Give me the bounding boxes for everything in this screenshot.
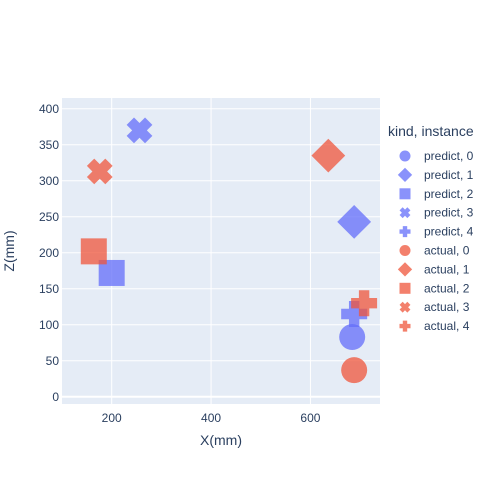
legend-label: predict, 0 <box>424 149 474 163</box>
legend-item[interactable]: actual, 2 <box>399 281 470 295</box>
legend-item[interactable]: predict, 4 <box>399 225 474 239</box>
legend-marker <box>397 262 413 277</box>
legend-item[interactable]: predict, 0 <box>399 149 474 163</box>
legend-label: actual, 3 <box>424 300 470 314</box>
point-predict-x <box>126 117 153 144</box>
legend: kind, instance predict, 0 predict, 1 predi… <box>388 123 474 333</box>
legend-marker <box>399 301 411 313</box>
legend-label: predict, 4 <box>424 225 474 239</box>
x-tick-label: 600 <box>300 411 320 425</box>
point-predict-cross <box>341 301 368 327</box>
point-predict-diamond <box>337 204 372 239</box>
legend-item[interactable]: predict, 2 <box>399 187 474 201</box>
x-axis-title: X(mm) <box>200 432 242 448</box>
point-actual-x <box>86 158 113 185</box>
legend-item[interactable]: predict, 1 <box>397 167 474 183</box>
legend-marker <box>399 282 411 294</box>
legend-label: actual, 1 <box>424 262 470 276</box>
legend-label: predict, 1 <box>424 168 474 182</box>
legend-marker <box>399 226 411 238</box>
legend-marker <box>399 320 411 332</box>
legend-label: predict, 3 <box>424 206 474 220</box>
legend-label: actual, 4 <box>424 319 470 333</box>
y-tick-label: 100 <box>39 318 59 332</box>
legend-label: actual, 0 <box>424 244 470 258</box>
legend-marker <box>399 150 411 162</box>
y-tick-label: 400 <box>39 102 59 116</box>
legend-marker <box>399 245 411 256</box>
point-actual-cross <box>351 290 378 317</box>
x-tick-label: 400 <box>201 411 221 425</box>
y-tick-label: 150 <box>39 282 59 296</box>
y-tick-label: 300 <box>39 174 59 188</box>
legend-title: kind, instance <box>388 123 474 139</box>
y-axis-title: Z(mm) <box>1 230 17 271</box>
legend-marker <box>399 188 411 200</box>
point-actual-diamond <box>311 138 346 173</box>
legend-item[interactable]: actual, 3 <box>399 300 470 314</box>
point-actual-square <box>80 238 107 265</box>
y-tick-label: 50 <box>46 354 60 368</box>
legend-item[interactable]: actual, 4 <box>399 319 470 333</box>
legend-item[interactable]: actual, 1 <box>397 262 470 277</box>
point-actual-circle <box>341 357 368 384</box>
x-tick-label: 200 <box>102 411 122 425</box>
point-predict-circle <box>339 324 366 351</box>
legend-marker <box>399 207 411 219</box>
y-tick-label: 250 <box>39 210 59 224</box>
legend-label: actual, 2 <box>424 281 470 295</box>
data-points <box>80 117 378 384</box>
x-axis-ticks: 200 400 600 <box>102 411 321 425</box>
legend-label: predict, 2 <box>424 187 474 201</box>
legend-item[interactable]: actual, 0 <box>399 244 470 258</box>
y-axis-ticks: 0 50 100 150 200 250 300 350 400 <box>39 102 59 404</box>
y-tick-label: 350 <box>39 138 59 152</box>
legend-marker <box>397 167 413 183</box>
legend-item[interactable]: predict, 3 <box>399 206 474 220</box>
y-tick-label: 200 <box>39 246 59 260</box>
y-tick-label: 0 <box>52 390 59 404</box>
